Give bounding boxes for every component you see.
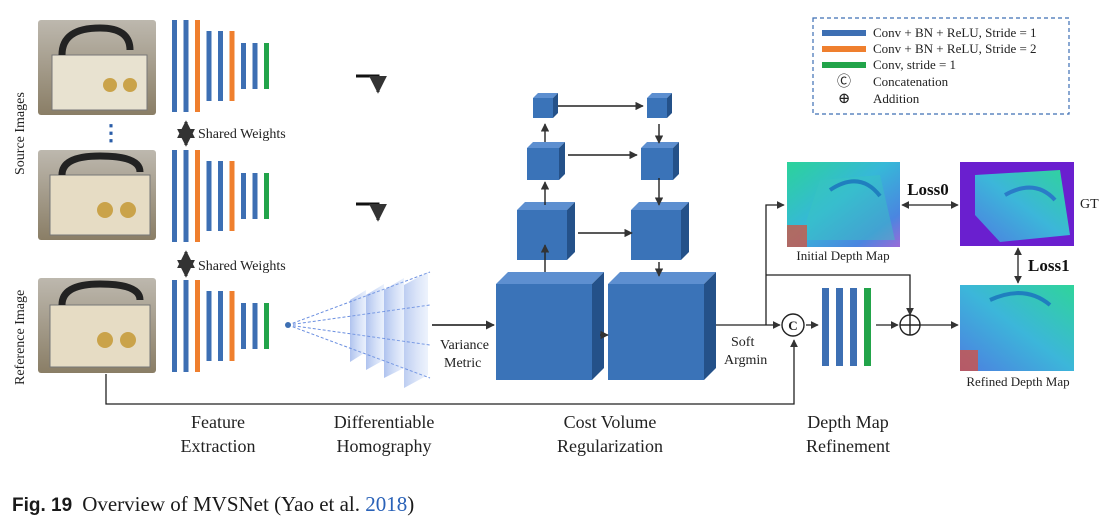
stage-feature-extraction-2: Extraction (181, 436, 256, 456)
cost-volume-cube (496, 272, 604, 380)
stage-refinement-2: Refinement (806, 436, 890, 456)
conv-layer-blue (183, 280, 189, 372)
refine-layer-blue (822, 288, 829, 366)
cost-volume-cube (527, 142, 565, 180)
conv-layer-blue (218, 161, 223, 231)
conv-layer-green (264, 173, 269, 219)
legend-item-1: Conv + BN + ReLU, Stride = 1 (873, 25, 1037, 40)
conv-layer-blue (252, 43, 258, 89)
legend-item-5: Addition (873, 91, 920, 106)
legend-swatch-conv (822, 62, 866, 68)
conv-layer-orange (195, 20, 200, 112)
conv-layer-orange (195, 280, 200, 372)
soft-argmin-label-2: Argmin (724, 353, 767, 368)
feature-tower-source-1 (172, 20, 269, 112)
homography-frustum (285, 271, 431, 388)
loss1-label: Loss1 (1028, 256, 1070, 275)
legend: Conv + BN + ReLU, Stride = 1 Conv + BN +… (812, 17, 1070, 115)
reference-image-label: Reference Image (13, 290, 28, 385)
conv-layer-orange (229, 161, 235, 231)
conv-layer-blue (183, 150, 189, 242)
conv-layer-blue (241, 303, 246, 349)
concatenation-symbol: C (788, 318, 797, 333)
feature-tower-source-2 (172, 150, 269, 242)
feature-tower-reference (172, 280, 269, 372)
conv-layer-blue (172, 20, 177, 112)
legend-item-3: Conv, stride = 1 (873, 57, 956, 72)
cost-volume-connections (540, 101, 664, 340)
source-image-1 (38, 20, 156, 115)
cost-volume-cube (608, 272, 716, 380)
source-image-2 (38, 150, 156, 240)
stage-cost-volume-1: Cost Volume (564, 412, 657, 432)
figure-caption: Fig. 19 Overview of MVSNet (Yao et al. 20… (12, 492, 414, 517)
refine-layer-green (864, 288, 871, 366)
ellipsis-dots: ⋮ (100, 120, 122, 145)
stage-refinement-1: Depth Map (807, 412, 888, 432)
conv-layer-orange (229, 31, 235, 101)
warp-arrow-1 (356, 74, 387, 94)
legend-swatch-stride2 (822, 46, 866, 52)
initial-depth-map (787, 162, 900, 247)
cost-volume-cube (647, 93, 672, 118)
legend-swatch-stride1 (822, 30, 866, 36)
refine-layer-blue (850, 288, 857, 366)
stage-cost-volume-2: Regularization (557, 436, 663, 456)
ground-truth-depth-map (960, 162, 1074, 246)
source-images-label: Source Images (13, 92, 28, 175)
reference-image (38, 278, 156, 373)
mvsnet-diagram: Source Images Reference Image ⋮ Shared W… (13, 17, 1099, 456)
conv-layer-blue (252, 303, 258, 349)
refine-layer-blue (836, 288, 843, 366)
conv-layer-green (264, 303, 269, 349)
gt-label: GT (1080, 197, 1099, 212)
shared-weights-label-2: Shared Weights (198, 259, 286, 274)
cost-volume-regularization-network (496, 93, 716, 380)
soft-argmin-label-1: Soft (731, 335, 754, 350)
initial-depth-map-label: Initial Depth Map (796, 248, 889, 263)
stage-feature-extraction-1: Feature (191, 412, 245, 432)
stage-homography-2: Homography (337, 436, 432, 456)
caption-text: Overview of MVSNet (Yao et al. (82, 492, 366, 516)
conv-layer-orange (195, 150, 200, 242)
conv-layer-blue (241, 173, 246, 219)
conv-layer-blue (218, 291, 223, 361)
legend-item-2: Conv + BN + ReLU, Stride = 2 (873, 41, 1037, 56)
cost-volume-cube (631, 202, 689, 260)
stage-homography-1: Differentiable (334, 412, 435, 432)
conv-layer-blue (206, 161, 212, 231)
shared-weights-label-1: Shared Weights (198, 127, 286, 142)
conv-layer-blue (172, 150, 177, 242)
refinement-layers (822, 288, 871, 366)
conv-layer-blue (218, 31, 223, 101)
conv-layer-blue (183, 20, 189, 112)
conv-layer-blue (172, 280, 177, 372)
variance-metric-label-1: Variance (440, 338, 489, 353)
citation-year-link[interactable]: 2018 (365, 492, 408, 516)
conv-layer-blue (241, 43, 246, 89)
conv-layer-blue (252, 173, 258, 219)
concatenation-node: C (781, 313, 805, 337)
refined-depth-map-label: Refined Depth Map (966, 374, 1069, 389)
addition-node (899, 314, 921, 336)
conv-layer-orange (229, 291, 235, 361)
concatenation-legend-icon: Ⓒ (837, 74, 851, 90)
conv-layer-blue (206, 31, 212, 101)
legend-item-4: Concatenation (873, 74, 949, 89)
cost-volume-cube (641, 142, 679, 180)
conv-layer-blue (206, 291, 212, 361)
refined-depth-map (960, 285, 1074, 371)
cost-volume-cube (533, 93, 558, 118)
addition-legend-icon: ⊕ (838, 91, 851, 107)
refinement-connections (105, 201, 959, 405)
caption-close: ) (407, 492, 415, 516)
figure-label: Fig. 19 (12, 495, 73, 516)
conv-layer-green (264, 43, 269, 89)
variance-metric-label-2: Metric (444, 356, 481, 371)
cost-volume-cube (517, 202, 575, 260)
warp-arrow-2 (356, 202, 387, 222)
loss0-label: Loss0 (907, 180, 949, 199)
